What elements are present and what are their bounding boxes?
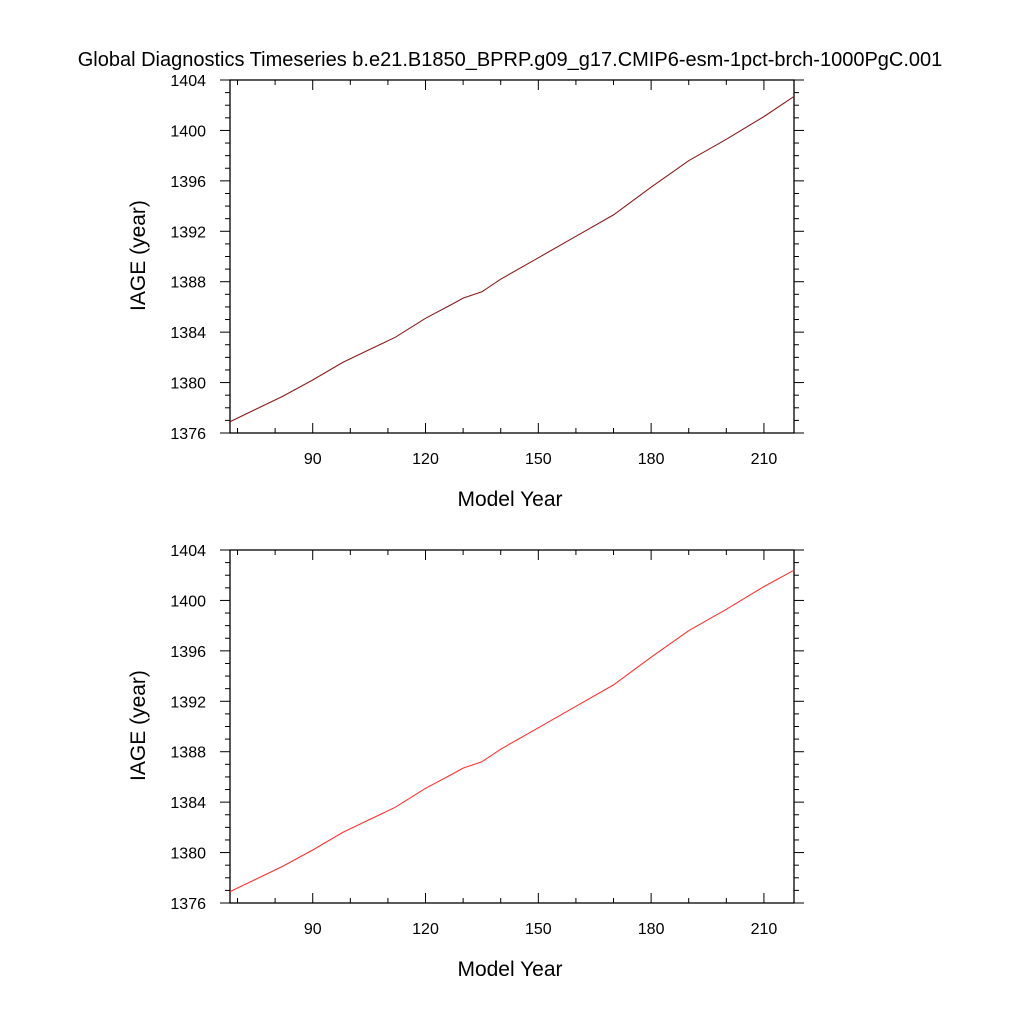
panel-bottom: 90 120 150 180 210 1376 1380 1384 1388 1392 1396 14…	[127, 543, 804, 981]
y-tick-label: 1376	[170, 426, 206, 443]
x-tick-label: 210	[751, 921, 778, 938]
y-tick-label: 1384	[170, 325, 206, 342]
series-line-1	[229, 569, 795, 893]
y-tick-label: 1400	[170, 123, 206, 140]
x-tick-label: 180	[638, 451, 665, 468]
x-tick-label: 90	[304, 921, 322, 938]
x-tick-label: 120	[412, 921, 439, 938]
plot-frame	[229, 549, 795, 904]
x-tick-label: 150	[525, 921, 552, 938]
series-line-1	[229, 95, 795, 423]
y-tick-label: 1392	[170, 224, 206, 241]
y-tick-label: 1396	[170, 174, 206, 191]
x-tick-label: 180	[638, 921, 665, 938]
y-axis-label: IAGE (year)	[127, 200, 150, 311]
y-tick-label: 1388	[170, 745, 206, 762]
y-tick-label: 1388	[170, 275, 206, 292]
y-tick-label: 1384	[170, 795, 206, 812]
y-axis-label: IAGE (year)	[127, 670, 150, 781]
y-tick-label: 1380	[170, 846, 206, 863]
x-axis-label: Model Year	[457, 488, 562, 511]
x-tick-label: 150	[525, 451, 552, 468]
panel-top: 90 120 150 180 210 1376 1380 1384 1388 1392 1396 14…	[127, 73, 804, 511]
y-tick-label: 1376	[170, 896, 206, 913]
y-tick-label: 1404	[170, 543, 206, 560]
x-tick-label: 210	[751, 451, 778, 468]
y-tick-label: 1380	[170, 376, 206, 393]
plot-frame	[229, 79, 795, 434]
y-tick-label: 1396	[170, 644, 206, 661]
x-axis-label: Model Year	[457, 958, 562, 981]
x-tick-label: 120	[412, 451, 439, 468]
figure-title: Global Diagnostics Timeseries b.e21.B185…	[78, 49, 943, 71]
y-tick-label: 1404	[170, 73, 206, 90]
x-tick-label: 90	[304, 451, 322, 468]
y-tick-label: 1392	[170, 694, 206, 711]
y-tick-label: 1400	[170, 593, 206, 610]
